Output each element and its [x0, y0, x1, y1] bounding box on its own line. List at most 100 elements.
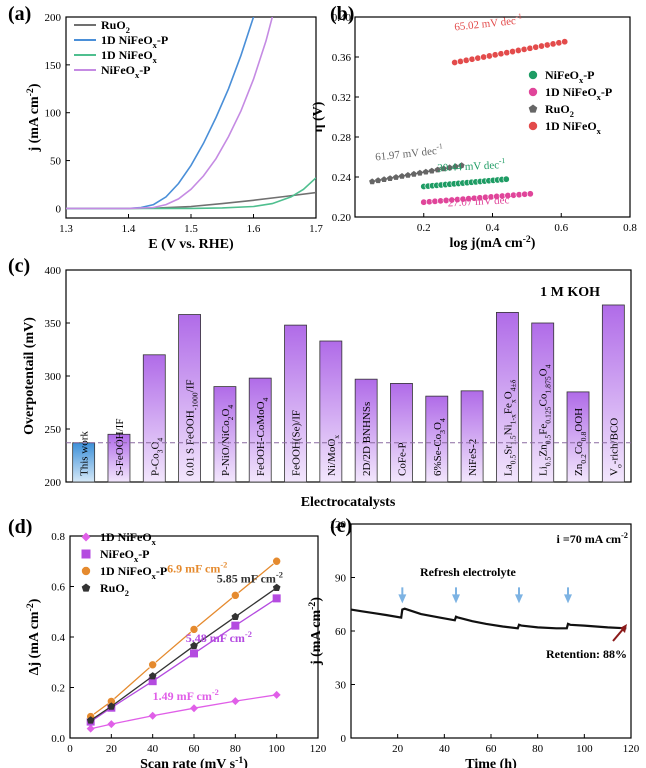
panel-a-xtick-label: 1.6 — [247, 223, 261, 235]
panel-b-point — [410, 170, 417, 177]
panel-b-point — [468, 55, 476, 63]
panel-d-label: (d) — [8, 516, 32, 538]
panel-c-ytick-label: 350 — [45, 318, 62, 330]
panel-b-point — [561, 38, 569, 46]
panel-b-point — [526, 190, 534, 198]
panel-b-xtick-label: 0.4 — [486, 222, 500, 234]
panel-b-ytick-label: 0.20 — [332, 212, 352, 224]
panel-e-ytick-label: 30 — [335, 680, 347, 692]
panel-d-point — [272, 594, 281, 603]
panel-d-legend-marker — [81, 532, 91, 542]
panel-c-bar-label: FeOOH(Se)/IF — [291, 410, 303, 476]
panel-b-legend-marker — [528, 70, 538, 80]
panel-b-legend-label: NiFeOx-P — [545, 68, 595, 85]
panel-b-point — [381, 176, 388, 182]
panel-b-point — [526, 44, 534, 52]
panel-d-point — [190, 649, 198, 658]
panel-a-legend-label: 1D NiFeOx-P — [101, 33, 168, 50]
panel-c-bar-label: Zn0.2Co0.8OOH — [573, 408, 588, 476]
panel-c-bar — [601, 304, 625, 483]
panel-d-point — [86, 716, 95, 724]
panel-d-xtick-label: 0 — [67, 743, 73, 755]
panel-b-legend-label: 1D NiFeOx-P — [545, 85, 612, 102]
panel-c-ytick-label: 250 — [45, 424, 62, 436]
panel-e-xtick-label: 60 — [486, 743, 498, 755]
panel-e-xlabel: Time (h) — [465, 757, 517, 768]
panel-b-xtick-label: 0.2 — [417, 222, 431, 234]
panel-b-legend-label: RuO2 — [545, 102, 574, 119]
panel-d-ytick-label: 0.8 — [51, 531, 65, 543]
panel-c-bar — [460, 390, 484, 483]
panel-c-label: (c) — [8, 255, 30, 277]
panel-a-label: (a) — [8, 3, 31, 25]
panel-e-xtick-label: 20 — [392, 743, 404, 755]
panel-c-ytick-label: 300 — [45, 371, 62, 383]
panel-d-legend-label: 1D NiFeOx-P — [100, 564, 167, 581]
panel-d-point — [86, 724, 95, 733]
panel-b-point — [375, 177, 382, 184]
panel-e-xtick-label: 40 — [439, 743, 451, 755]
panel-d-capacitance-label: 6.9 mF cm-2 — [167, 561, 227, 576]
panel-d-point — [231, 621, 240, 630]
panel-d-point — [148, 677, 157, 686]
panel-c-bar-label: S-FeOOH/IF — [114, 419, 126, 476]
panel-b-point — [462, 56, 470, 64]
panel-d-capacitance-label: 5.85 mF cm-2 — [217, 571, 283, 586]
panel-d-point — [148, 660, 157, 670]
panel-a-ytick-label: 100 — [45, 108, 62, 120]
panel-d-ytick-label: 0.6 — [51, 582, 65, 594]
panel-b-legend-marker — [528, 121, 538, 131]
panel-d-point — [190, 704, 198, 713]
panel-d-capacitance-label: 1.49 mF cm-2 — [153, 688, 219, 703]
panel-b-point — [451, 58, 459, 66]
panel-b-point — [509, 48, 517, 56]
panel-c-bar-label: La0.5Sr1.5Ni1-xFexO4±δ — [502, 379, 517, 476]
panel-e-ylabel: j (mA cm-2) — [307, 597, 324, 666]
panel-c-bar-label: FeOOH-CoMoO4 — [255, 397, 270, 476]
panel-b-point — [452, 163, 459, 170]
panel-d-ytick-label: 0.4 — [51, 632, 65, 644]
panel-b-point — [398, 173, 405, 179]
panel-b-ytick-label: 0.28 — [332, 132, 352, 144]
panel-e-ytick-label: 0 — [341, 733, 347, 745]
panel-b-point — [502, 175, 510, 183]
panel-a-legend-label: RuO2 — [101, 18, 130, 35]
panel-e-frame — [350, 523, 632, 739]
panel-d-point — [231, 697, 240, 706]
panel-d-point — [190, 641, 198, 650]
panel-a-ytick-label: 200 — [45, 12, 62, 24]
panel-b-point — [458, 162, 465, 169]
panel-c-bar — [496, 311, 519, 483]
panel-b-fit-line — [372, 164, 462, 183]
panel-c-bar-label: Vo-rich/BCO — [608, 418, 623, 476]
panel-c-bar-label: Ni/MoOx — [326, 435, 341, 476]
panel-a-legend-label: NiFeOx-P — [101, 63, 151, 80]
panel-c-bar-label: P-NiO/NiCo2O4 — [220, 405, 235, 476]
panel-b-xlabel: log j(mA cm-2) — [450, 234, 536, 251]
panel-d-ytick-label: 0.2 — [51, 683, 65, 695]
panel-c-title: 1 M KOH — [540, 285, 600, 300]
panel-b-point — [480, 53, 488, 61]
panel-a-xtick-label: 1.4 — [122, 223, 136, 235]
panel-e-ytick-label: 60 — [335, 626, 347, 638]
panel-e-refresh-arrow — [452, 594, 460, 604]
panel-e-xtick-label: 120 — [623, 743, 640, 755]
panel-c-bar — [107, 433, 131, 483]
panel-d-xtick-label: 20 — [106, 743, 118, 755]
panel-b-legend-marker — [528, 87, 538, 97]
panel-c-bar — [354, 378, 378, 483]
panel-c-bar — [178, 314, 201, 483]
panel-b-point — [446, 164, 453, 171]
panel-b-point — [474, 54, 482, 62]
panel-a-series-2 — [66, 177, 316, 210]
panel-b-label: (b) — [330, 3, 354, 25]
panel-d-point — [231, 612, 240, 620]
panel-b-frame — [354, 16, 631, 218]
panel-d-xtick-label: 60 — [189, 743, 201, 755]
panel-b-point — [428, 167, 435, 174]
panel-d-point — [107, 702, 116, 710]
panel-c-ylabel: Overpotentail (mV) — [22, 317, 37, 435]
panel-a-series-3 — [66, 17, 274, 210]
panel-d-legend-marker — [81, 549, 91, 559]
panel-d-legend-label: 1D NiFeOx — [100, 530, 157, 547]
